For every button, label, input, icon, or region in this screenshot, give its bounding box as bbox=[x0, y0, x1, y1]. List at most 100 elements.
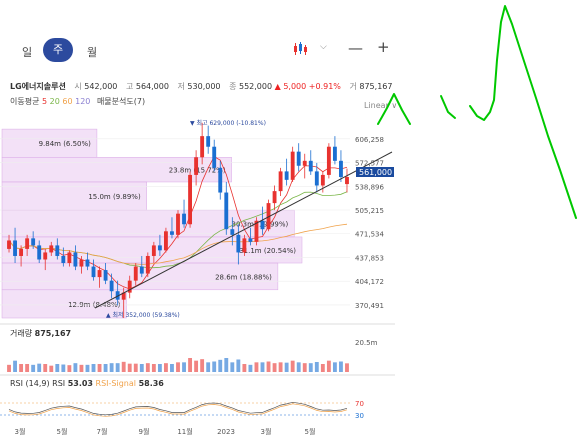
candle-body bbox=[218, 167, 223, 193]
tab-day[interactable]: 일 bbox=[22, 46, 33, 59]
volume-bar bbox=[206, 362, 211, 372]
candle-body bbox=[242, 238, 247, 253]
volume-bar bbox=[97, 364, 102, 372]
candle-body bbox=[73, 252, 78, 267]
volume-bar bbox=[224, 358, 229, 372]
volume-bar bbox=[103, 364, 108, 372]
candle-body bbox=[212, 146, 217, 168]
candle-body bbox=[284, 171, 289, 180]
candle-body bbox=[115, 291, 120, 300]
drawing-stroke-3 bbox=[469, 5, 577, 219]
chevron-down-icon[interactable]: ⌵ bbox=[320, 42, 327, 52]
volume-bar bbox=[260, 362, 265, 372]
indicator-legend: 이동평균 5 20 60 120 매물분석도(7) bbox=[10, 96, 145, 107]
scale-label: Linear ∨ bbox=[364, 101, 397, 110]
volume-bar bbox=[49, 365, 54, 372]
time-axis: 3월 5월 7월 9월 11월 2023 3월 5월 bbox=[15, 427, 316, 436]
sales-analysis-label[interactable]: 매물분석도(7) bbox=[96, 97, 146, 106]
candle-body bbox=[139, 266, 144, 274]
price-tick: 572,577 bbox=[355, 160, 384, 168]
ma-label[interactable]: 이동평균 bbox=[10, 97, 40, 106]
volume-bar bbox=[55, 364, 60, 372]
rsi-level-low: 30 bbox=[355, 412, 364, 420]
volume-title-row: 거래량 875,167 bbox=[10, 328, 71, 339]
candles-layer bbox=[7, 122, 349, 318]
candle-body bbox=[37, 245, 42, 260]
volume-bar bbox=[242, 364, 247, 372]
time-tick: 3월 bbox=[15, 427, 26, 436]
time-tick: 3월 bbox=[261, 427, 272, 436]
volume-bar bbox=[133, 363, 138, 372]
volume-panel: 20.5m bbox=[0, 323, 395, 372]
volume-bar bbox=[290, 360, 295, 372]
candle-body bbox=[91, 266, 96, 278]
candle-body bbox=[55, 245, 60, 256]
volume-profile-bar bbox=[1, 128, 98, 158]
candle-body bbox=[85, 259, 90, 267]
volume-bar bbox=[296, 362, 301, 372]
rsi-name: RSI bbox=[52, 379, 66, 388]
candle-body bbox=[163, 231, 168, 251]
price-tick: 606,258 bbox=[355, 136, 384, 144]
volume-bar bbox=[139, 364, 144, 372]
zoom-out-button[interactable]: — bbox=[348, 39, 363, 57]
candlestick-icon[interactable] bbox=[292, 42, 308, 59]
zoom-in-button[interactable]: + bbox=[377, 38, 390, 56]
close-label: 종 bbox=[229, 82, 237, 91]
rsi-lines bbox=[8, 401, 348, 417]
candle-body bbox=[224, 192, 229, 230]
volume-profile-bar bbox=[1, 157, 232, 183]
volume-bar bbox=[25, 364, 30, 372]
volume-bar bbox=[151, 364, 156, 372]
stock-name: LG에너지솔루션 bbox=[10, 82, 66, 91]
candle-body bbox=[79, 259, 84, 267]
volume-profile-bar bbox=[1, 209, 295, 238]
candle-body bbox=[200, 136, 205, 158]
candle-body bbox=[67, 252, 72, 264]
tab-month[interactable]: 월 bbox=[87, 46, 98, 59]
volume-value: 875,167 bbox=[359, 82, 393, 91]
price-tick: 404,172 bbox=[355, 278, 384, 286]
volume-bar bbox=[266, 361, 271, 372]
candle-body bbox=[157, 245, 162, 251]
candle-body bbox=[230, 229, 235, 235]
top-toolbar: 일 주 월 ⌵ — + LG에너지솔루션 시 542,000 고 564,000… bbox=[0, 0, 578, 110]
volume-profile-bar bbox=[1, 289, 127, 319]
high-annotation: ▼ 최고 629,000 (-10.81%) bbox=[190, 119, 266, 127]
volume-profile-label: 9.84m (6.50%) bbox=[39, 140, 92, 148]
open-label: 시 bbox=[74, 82, 82, 91]
candle-body bbox=[43, 252, 48, 260]
quote-line: LG에너지솔루션 시 542,000 고 564,000 저 530,000 종… bbox=[10, 81, 392, 92]
tab-week[interactable]: 주 bbox=[43, 38, 73, 62]
volume-bar bbox=[194, 360, 199, 372]
candle-body bbox=[97, 270, 102, 278]
candle-body bbox=[61, 255, 66, 264]
candle-body bbox=[7, 240, 11, 249]
volume-bar bbox=[230, 362, 235, 372]
high-value: 564,000 bbox=[135, 82, 169, 91]
time-tick: 5월 bbox=[305, 427, 316, 436]
candle-body bbox=[188, 174, 193, 225]
volume-bar bbox=[236, 359, 241, 372]
volume-bar bbox=[73, 363, 78, 372]
volume-axis-label: 20.5m bbox=[355, 339, 378, 347]
volume-bar bbox=[121, 361, 126, 372]
volume-bar bbox=[13, 360, 17, 372]
price-tick: 505,215 bbox=[355, 207, 384, 215]
volume-bar bbox=[326, 360, 331, 372]
candle-body bbox=[49, 245, 54, 253]
volume-bar bbox=[345, 363, 349, 372]
low-value: 530,000 bbox=[187, 82, 221, 91]
volume-profile-label: 15.0m (9.89%) bbox=[88, 193, 141, 201]
volume-label: 거 bbox=[349, 82, 357, 91]
candle-body bbox=[290, 151, 295, 180]
candle-body bbox=[121, 292, 126, 300]
candle-body bbox=[170, 231, 174, 235]
candle-body bbox=[339, 160, 343, 178]
volume-bar bbox=[188, 358, 193, 372]
candle-body bbox=[25, 238, 30, 249]
volume-bar bbox=[314, 362, 319, 372]
rsi-label: RSI (14,9) bbox=[10, 379, 50, 388]
volume-bar bbox=[339, 361, 343, 372]
